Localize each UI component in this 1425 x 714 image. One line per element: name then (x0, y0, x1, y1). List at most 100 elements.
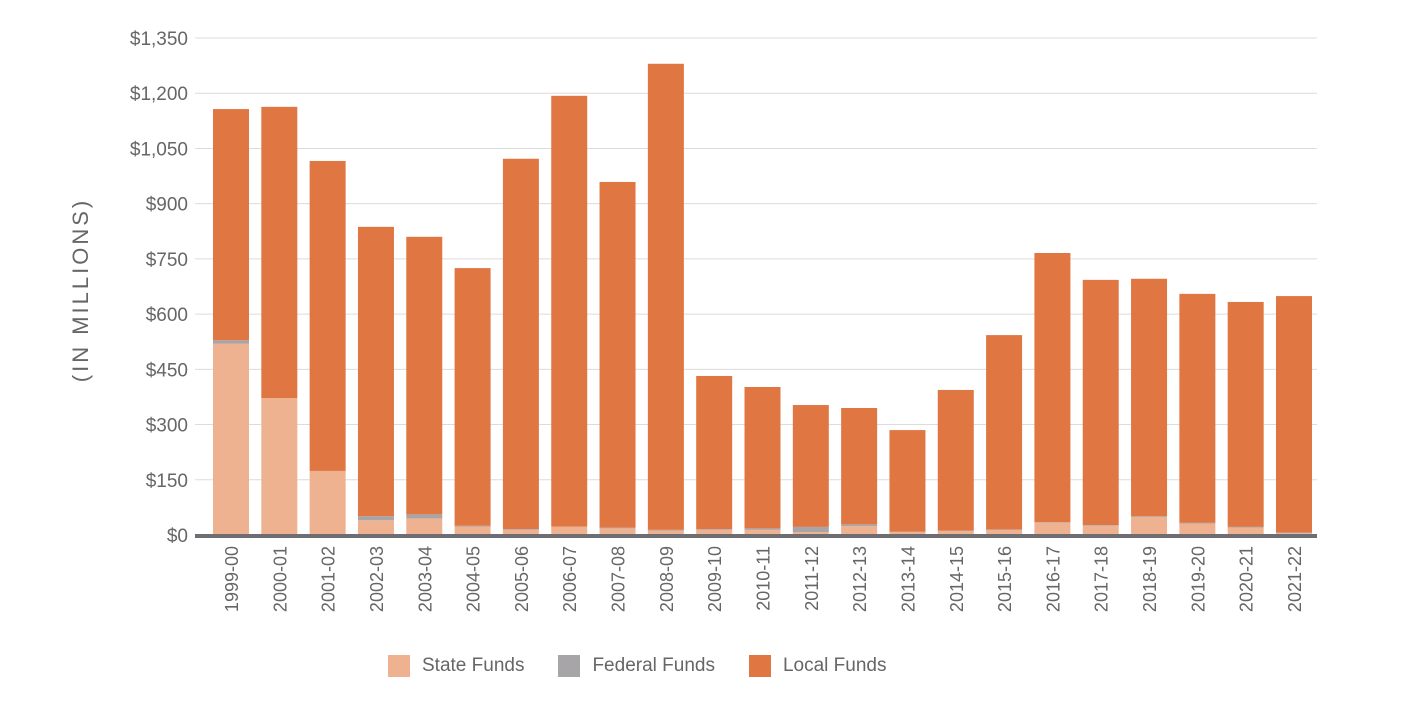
bar-federal-funds (841, 524, 878, 527)
bar-state-funds (1082, 525, 1119, 535)
bar-local-funds (357, 226, 394, 517)
bar-federal-funds (502, 529, 539, 530)
x-tick-label: 2018-19 (1140, 546, 1160, 612)
x-tick-label: 2013-14 (898, 546, 918, 612)
x-tick-label: 2004-05 (464, 546, 484, 612)
bar-state-funds (261, 398, 298, 535)
bar-federal-funds (213, 340, 249, 344)
x-tick-label: 2007-08 (609, 546, 629, 612)
x-tick-label: 2009-10 (705, 546, 725, 612)
bar-local-funds (261, 106, 298, 399)
bar-state-funds (792, 532, 829, 535)
y-tick-label: $1,350 (130, 29, 188, 50)
bar-state-funds (502, 529, 539, 535)
legend-swatch (748, 655, 771, 677)
x-tick-label: 2011-12 (802, 546, 822, 611)
legend-label: Local Funds (782, 655, 887, 676)
bar-local-funds (1034, 252, 1071, 523)
legend-swatch (558, 655, 581, 677)
bar-state-funds (309, 470, 346, 535)
y-tick-label: $0 (167, 526, 188, 547)
bar-state-funds (889, 532, 926, 535)
x-tick-label: 2017-18 (1092, 546, 1112, 612)
bar-state-funds (213, 343, 249, 535)
y-tick-label: $1,050 (130, 139, 188, 160)
x-tick-label: 2001-02 (319, 546, 339, 612)
bar-state-funds (937, 530, 974, 535)
x-tick-label: 2005-06 (512, 546, 532, 612)
y-tick-label: $450 (146, 360, 188, 381)
x-tick-label: 1999-00 (222, 546, 242, 612)
x-tick-label: 2019-20 (1188, 546, 1208, 612)
bar-state-funds (406, 518, 443, 535)
x-tick-label: 2014-15 (947, 546, 967, 612)
bar-state-funds (454, 526, 491, 535)
bar-local-funds (309, 160, 346, 471)
x-tick-label: 2000-01 (270, 546, 290, 612)
bar-local-funds (986, 335, 1023, 530)
bar-federal-funds (406, 514, 443, 519)
bar-state-funds (1131, 516, 1168, 535)
bar-federal-funds (1131, 516, 1168, 517)
bar-local-funds (1276, 296, 1312, 533)
x-tick-label: 2021-22 (1285, 546, 1305, 612)
bar-local-funds (1131, 278, 1168, 517)
bar-federal-funds (599, 527, 636, 529)
y-tick-label: $1,200 (130, 84, 188, 105)
bar-local-funds (1227, 301, 1264, 527)
bar-local-funds (744, 387, 781, 529)
bar-local-funds (551, 95, 588, 527)
bar-federal-funds (1227, 526, 1264, 528)
bar-federal-funds (696, 529, 733, 530)
bar-local-funds (454, 268, 491, 526)
bar-local-funds (406, 236, 443, 515)
y-tick-label: $750 (146, 250, 188, 271)
legend-item: Federal Funds (558, 655, 715, 677)
bar-federal-funds (792, 526, 829, 533)
bar-state-funds (986, 529, 1023, 535)
bar-state-funds (1034, 522, 1071, 535)
bar-state-funds (841, 526, 878, 535)
bar-local-funds (213, 109, 249, 341)
bar-local-funds (841, 407, 878, 525)
bar-local-funds (502, 158, 539, 530)
y-tick-label: $600 (146, 305, 188, 326)
x-tick-label: 2006-07 (560, 546, 580, 612)
bar-local-funds (1179, 293, 1216, 523)
bar-state-funds (647, 530, 684, 535)
bar-state-funds (599, 528, 636, 535)
bar-local-funds (937, 389, 974, 531)
y-tick-label: $300 (146, 416, 188, 437)
bar-state-funds (1179, 523, 1216, 535)
bar-federal-funds (647, 529, 684, 531)
bar-local-funds (1082, 279, 1119, 526)
bar-state-funds (357, 520, 394, 535)
x-tick-label: 2003-04 (415, 546, 435, 612)
legend-item: Local Funds (748, 655, 887, 677)
x-tick-label: 2016-17 (1043, 546, 1063, 612)
bar-state-funds (696, 529, 733, 535)
x-tick-label: 2010-11 (754, 546, 774, 611)
y-tick-label: $150 (146, 471, 188, 492)
bar-local-funds (599, 181, 636, 528)
bar-state-funds (1227, 527, 1264, 535)
legend-item: State Funds (388, 655, 524, 677)
x-tick-label: 2012-13 (850, 546, 870, 612)
x-tick-label: 2002-03 (367, 546, 387, 612)
legend-swatch (388, 655, 410, 677)
legend-label: Federal Funds (592, 655, 715, 676)
bar-federal-funds (1179, 522, 1216, 524)
bar-state-funds (744, 529, 781, 535)
bar-federal-funds (454, 525, 491, 527)
bar-federal-funds (1276, 532, 1312, 534)
bar-local-funds (696, 375, 733, 530)
legend-label: State Funds (422, 655, 525, 676)
bar-federal-funds (1082, 525, 1119, 526)
bar-local-funds (647, 63, 684, 530)
y-axis-label: (IN MILLIONS) (68, 198, 93, 382)
bar-state-funds (551, 526, 588, 535)
x-tick-label: 2015-16 (995, 546, 1015, 612)
y-tick-label: $900 (146, 195, 188, 216)
bar-federal-funds (744, 528, 781, 530)
